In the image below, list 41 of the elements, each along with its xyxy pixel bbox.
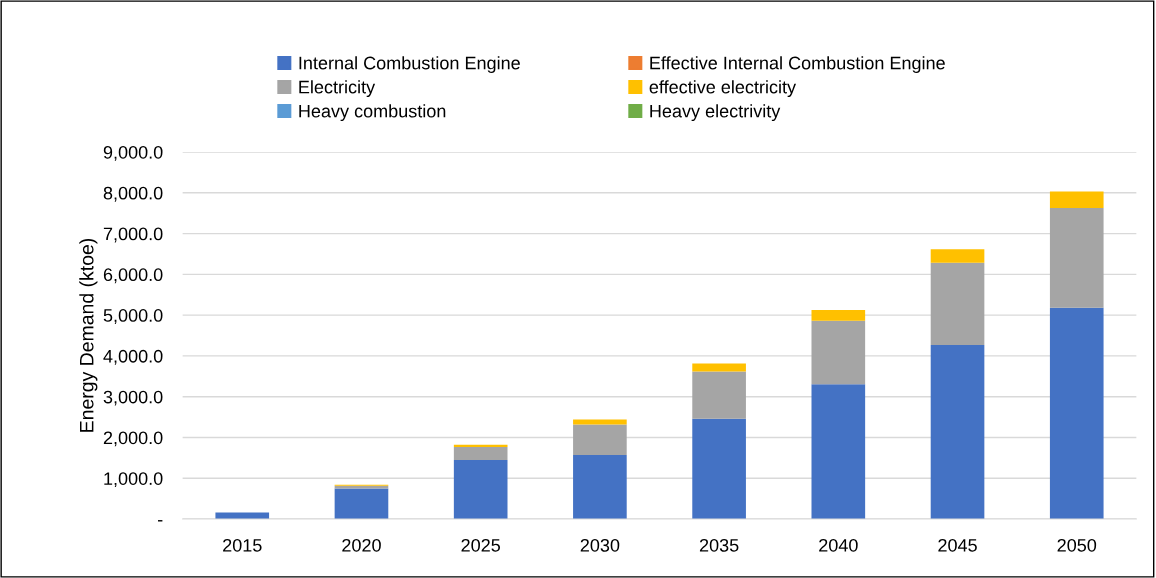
x-tick-label: 2035 [699,538,739,552]
bar [811,320,866,385]
x-tick-label: 2050 [1057,538,1097,552]
x-tick-label: 2020 [342,538,381,552]
legend-label: Electricity [299,80,376,98]
x-tick-label: 2030 [580,538,620,552]
y-tick-label: 1,000.0 [104,472,163,488]
legend-label: Heavy combustion [299,104,446,122]
y-tick-label: 7,000.0 [103,227,163,243]
legend-label: Heavy electrivity [650,104,781,122]
bar [1049,307,1104,520]
y-tick-label: - [157,520,163,522]
x-tick-label: 2040 [819,538,858,552]
legend-label: Effective Internal Combustion Engine [650,56,945,73]
bar [811,384,866,520]
x-tick-label: 2045 [938,538,977,552]
bar [1049,207,1104,308]
y-tick-label: 4,000.0 [103,349,163,365]
y-tick-label: 9,000.0 [103,145,163,161]
bar [573,455,627,520]
bar [453,460,508,520]
y-axis-title: Energy Demand (ktoe) [79,238,98,432]
y-tick-label: 3,000.0 [103,390,163,406]
y-tick-label: 5,000.0 [103,309,163,324]
bar [334,488,389,520]
x-tick-label: 2025 [461,538,501,552]
legend-label: Internal Combustion Engine [299,56,520,73]
bar [453,447,508,461]
bar [692,418,746,520]
x-tick-label: 2015 [223,538,262,552]
y-tick-label: 2,000.0 [103,431,163,447]
legend-label: effective electricity [649,80,797,98]
bar [930,249,985,263]
bar [1049,191,1104,208]
y-tick-label: 6,000.0 [103,268,163,284]
bar [811,310,866,321]
bar [930,262,985,346]
y-tick-label: 8,000.0 [103,186,163,202]
bar [930,345,985,520]
bar [692,371,746,419]
bar [573,424,627,456]
